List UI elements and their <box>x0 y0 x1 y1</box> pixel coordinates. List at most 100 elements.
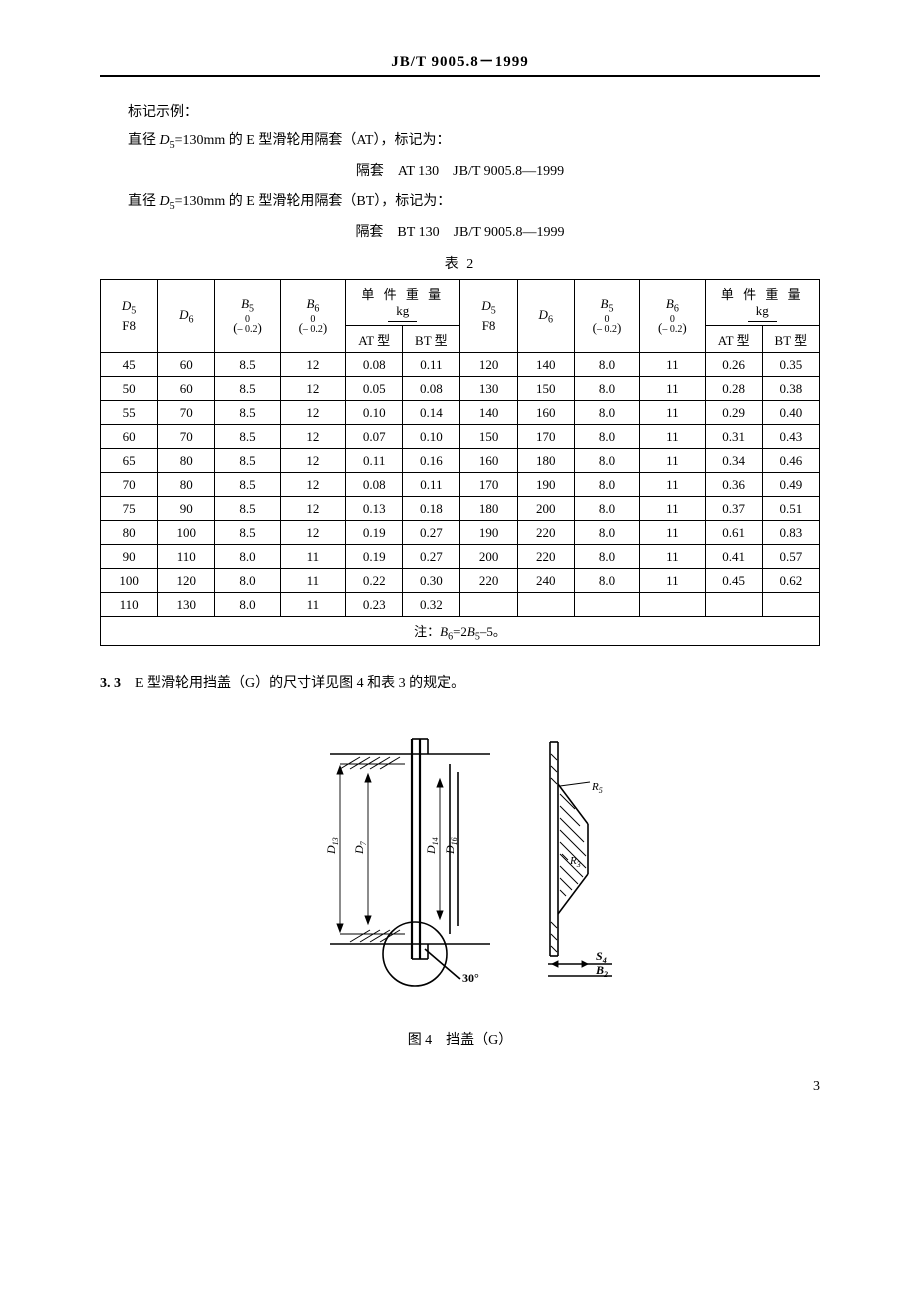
table-cell: 8.0 <box>574 352 639 376</box>
hdr-weight-left: 单 件 重 量 kg <box>346 279 460 325</box>
note-post: –5。 <box>480 624 506 639</box>
note-B6v: B <box>440 624 448 639</box>
table-cell: 110 <box>101 592 158 616</box>
table-cell: 0.08 <box>346 352 403 376</box>
table-title: 表 2 <box>100 253 820 273</box>
table-cell: 0.38 <box>762 376 819 400</box>
table-cell: 12 <box>280 352 345 376</box>
table-cell: 130 <box>158 592 215 616</box>
table-row: 70808.5120.080.111701908.0110.360.49 <box>101 472 820 496</box>
table-cell: 8.5 <box>215 376 280 400</box>
table-cell <box>705 592 762 616</box>
table-cell: 8.0 <box>574 424 639 448</box>
table-cell: 8.5 <box>215 352 280 376</box>
table-cell: 100 <box>101 568 158 592</box>
intro-line3: 隔套 AT 130 JB/T 9005.8—1999 <box>100 158 820 186</box>
table-cell: 11 <box>640 520 705 544</box>
table-cell: 11 <box>640 376 705 400</box>
figure-4: D13 D7 D14 D16 30° <box>100 724 820 1049</box>
table-cell: 0.27 <box>403 520 460 544</box>
note-B5v: B <box>467 624 475 639</box>
table-cell: 180 <box>460 496 517 520</box>
hdr-weight-right: 单 件 重 量 kg <box>705 279 819 325</box>
page-root: JB/T 9005.8－1999 标记示例： 直径 D5=130mm 的 E 型… <box>50 0 870 1135</box>
table-cell: 0.19 <box>346 544 403 568</box>
table-cell: 0.10 <box>346 400 403 424</box>
table-cell: 0.22 <box>346 568 403 592</box>
table-cell: 8.5 <box>215 472 280 496</box>
table-cell: 120 <box>460 352 517 376</box>
hdr-D5-f8: F8 <box>101 318 157 334</box>
table-cell <box>517 592 574 616</box>
svg-text:R3: R3 <box>569 855 581 869</box>
table-row: 50608.5120.050.081301508.0110.280.38 <box>101 376 820 400</box>
table-cell: 200 <box>460 544 517 568</box>
note-mid: =2 <box>453 624 467 639</box>
table-cell: 12 <box>280 472 345 496</box>
table-cell: 0.49 <box>762 472 819 496</box>
var-D: D <box>160 133 170 148</box>
table-cell: 0.26 <box>705 352 762 376</box>
table-cell: 0.16 <box>403 448 460 472</box>
table-cell: 11 <box>640 352 705 376</box>
table-cell: 12 <box>280 376 345 400</box>
intro-line5: 隔套 BT 130 JB/T 9005.8—1999 <box>100 219 820 247</box>
hdr-D6: D6 <box>158 279 215 352</box>
table-cell: 200 <box>517 496 574 520</box>
table-cell: 12 <box>280 424 345 448</box>
table-cell: 0.41 <box>705 544 762 568</box>
table-cell: 50 <box>101 376 158 400</box>
table-row: 55708.5120.100.141401608.0110.290.40 <box>101 400 820 424</box>
svg-text:D7: D7 <box>352 841 368 856</box>
hdr-B6-r: B6 (0– 0.2) <box>640 279 705 352</box>
table-cell: 8.5 <box>215 520 280 544</box>
table-cell: 0.11 <box>403 352 460 376</box>
table-cell: 60 <box>158 352 215 376</box>
table-cell: 11 <box>640 544 705 568</box>
table-cell: 160 <box>517 400 574 424</box>
section-text: E 型滑轮用挡盖（G）的尺寸详见图 4 和表 3 的规定。 <box>121 676 465 691</box>
table-cell: 100 <box>158 520 215 544</box>
table-cell: 150 <box>517 376 574 400</box>
text: =130mm 的 E 型滑轮用隔套（BT），标记为： <box>175 194 452 209</box>
table-cell: 190 <box>460 520 517 544</box>
table-cell: 11 <box>280 592 345 616</box>
page-number: 3 <box>100 1079 820 1095</box>
table-cell: 8.0 <box>574 376 639 400</box>
table-cell: 55 <box>101 400 158 424</box>
table-cell: 8.0 <box>215 544 280 568</box>
table-cell: 12 <box>280 496 345 520</box>
hdr-D5-r: D5 F8 <box>460 279 517 352</box>
table-cell <box>640 592 705 616</box>
table-cell: 11 <box>280 568 345 592</box>
table-cell: 0.11 <box>346 448 403 472</box>
table-row: 75908.5120.130.181802008.0110.370.51 <box>101 496 820 520</box>
table-cell: 8.5 <box>215 400 280 424</box>
hdr-B5: B5 (0– 0.2) <box>215 279 280 352</box>
table-cell: 180 <box>517 448 574 472</box>
table-cell: 140 <box>460 400 517 424</box>
table-cell: 0.30 <box>403 568 460 592</box>
table-cell: 70 <box>158 400 215 424</box>
table-cell: 0.14 <box>403 400 460 424</box>
table-cell: 0.05 <box>346 376 403 400</box>
table-cell: 120 <box>158 568 215 592</box>
table-cell: 0.51 <box>762 496 819 520</box>
table-cell: 0.08 <box>346 472 403 496</box>
table-cell: 70 <box>158 424 215 448</box>
table-cell: 0.45 <box>705 568 762 592</box>
table-cell: 0.43 <box>762 424 819 448</box>
table-cell: 11 <box>640 568 705 592</box>
table-cell: 11 <box>640 448 705 472</box>
table-cell: 0.23 <box>346 592 403 616</box>
table-cell: 0.08 <box>403 376 460 400</box>
table-row: 801008.5120.190.271902208.0110.610.83 <box>101 520 820 544</box>
table-cell: 60 <box>101 424 158 448</box>
table-cell: 80 <box>158 448 215 472</box>
table-cell: 8.0 <box>574 472 639 496</box>
intro-line2: 直径 D5=130mm 的 E 型滑轮用隔套（AT），标记为： <box>100 127 820 156</box>
table-note-row: 注：B6=2B5–5。 <box>101 616 820 646</box>
table-cell: 8.5 <box>215 448 280 472</box>
section-num: 3. 3 <box>100 676 121 691</box>
table-cell: 80 <box>158 472 215 496</box>
